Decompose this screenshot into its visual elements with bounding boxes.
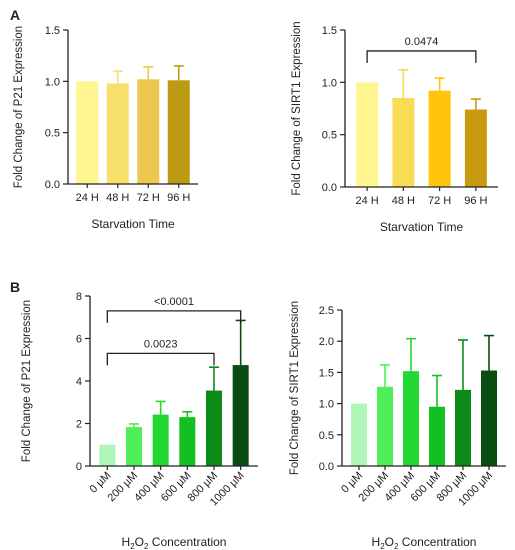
- y-tick-label: 0.0: [319, 461, 334, 473]
- x-tick-label: 72 H: [428, 195, 451, 207]
- y-tick-label: 0: [76, 461, 82, 473]
- bar: [206, 390, 222, 466]
- y-tick-label: 1.5: [45, 25, 60, 37]
- y-tick-label: 0.5: [322, 130, 337, 142]
- x-tick-label: 48 H: [392, 195, 415, 207]
- significance-bracket: [106, 352, 215, 366]
- x-tick-label: 24 H: [76, 192, 99, 204]
- y-axis-label: Fold Change of P21 Expression: [13, 26, 25, 188]
- y-tick-label: 1.5: [322, 25, 337, 37]
- y-tick-label: 4: [76, 376, 82, 388]
- x-tick-label: 72 H: [137, 192, 160, 204]
- bar: [455, 389, 471, 466]
- y-tick-label: 2: [76, 419, 82, 431]
- y-tick-label: 1.5: [319, 367, 334, 379]
- y-tick-label: 1.0: [45, 76, 60, 88]
- y-tick-label: 0.5: [45, 128, 60, 140]
- x-axis-label-part: Concentration: [398, 535, 476, 549]
- chart-a-p21: 0.0 0.5 1.0 1.5 24 H 48 H 72 H 96 H Fold Change …: [13, 25, 198, 231]
- chart-a-sirt1: 0.0 0.5 1.0 1.5 24 H 48 H 72 H 96 H Fold Change …: [291, 21, 498, 234]
- bar: [464, 109, 487, 187]
- panel-label-a: A: [10, 7, 20, 23]
- significance-bracket: [366, 50, 477, 63]
- x-axis-label-part: O: [135, 535, 144, 549]
- bar: [167, 80, 190, 184]
- x-axis-label: Starvation Time: [91, 217, 175, 231]
- bar: [152, 414, 169, 466]
- y-tick-label: 0.0: [45, 179, 60, 191]
- bar: [99, 444, 116, 466]
- y-tick-label: 0.5: [319, 430, 334, 442]
- x-tick-label: 48 H: [106, 192, 129, 204]
- panel-label-b: B: [10, 279, 20, 295]
- y-tick-label: 1.0: [322, 77, 337, 89]
- y-tick-label: 0.0: [322, 182, 337, 194]
- significance-label: <0.0001: [154, 296, 194, 308]
- bar: [351, 403, 367, 466]
- bar: [403, 371, 419, 466]
- y-axis-label: Fold Change of SIRT1 Expression: [289, 301, 301, 475]
- bar: [106, 83, 129, 184]
- bar: [429, 406, 445, 466]
- bar: [76, 81, 99, 184]
- significance-label: 0.0023: [144, 338, 178, 350]
- x-axis-label-part: 2: [380, 542, 385, 550]
- bar: [179, 417, 196, 466]
- bar: [481, 370, 497, 466]
- x-tick-label: 96 H: [464, 195, 487, 207]
- y-tick-label: 8: [76, 291, 82, 303]
- bar: [428, 90, 451, 187]
- x-axis-label: H2O2 Concentration: [122, 535, 227, 550]
- x-tick-label: 24 H: [356, 195, 379, 207]
- x-axis-label-part: Concentration: [148, 535, 226, 549]
- y-tick-label: 6: [76, 334, 82, 346]
- bar: [392, 98, 415, 187]
- bar: [232, 365, 249, 466]
- bar: [126, 427, 142, 466]
- x-axis-label-part: 2: [130, 542, 135, 550]
- y-axis-label: Fold Change of P21 Expression: [21, 300, 33, 462]
- x-axis-label-part: H: [122, 535, 131, 549]
- x-tick-label: 96 H: [167, 192, 190, 204]
- bar: [137, 79, 160, 184]
- y-tick-label: 2.5: [319, 305, 334, 317]
- x-axis-label-part: 2: [394, 542, 399, 550]
- x-axis-label: H2O2 Concentration: [372, 535, 477, 550]
- significance-bracket: [106, 310, 242, 323]
- x-axis-label-part: 2: [144, 542, 149, 550]
- x-axis-label: Starvation Time: [380, 220, 464, 234]
- x-axis-label-part: H: [372, 535, 381, 549]
- y-tick-label: 2.0: [319, 336, 334, 348]
- y-axis-label: Fold Change of SIRT1 Expression: [291, 21, 303, 195]
- y-tick-label: 1.0: [319, 399, 334, 411]
- x-axis-label-part: O: [385, 535, 394, 549]
- bar: [377, 386, 393, 466]
- bar: [356, 82, 379, 187]
- significance-label: 0.0474: [405, 36, 439, 48]
